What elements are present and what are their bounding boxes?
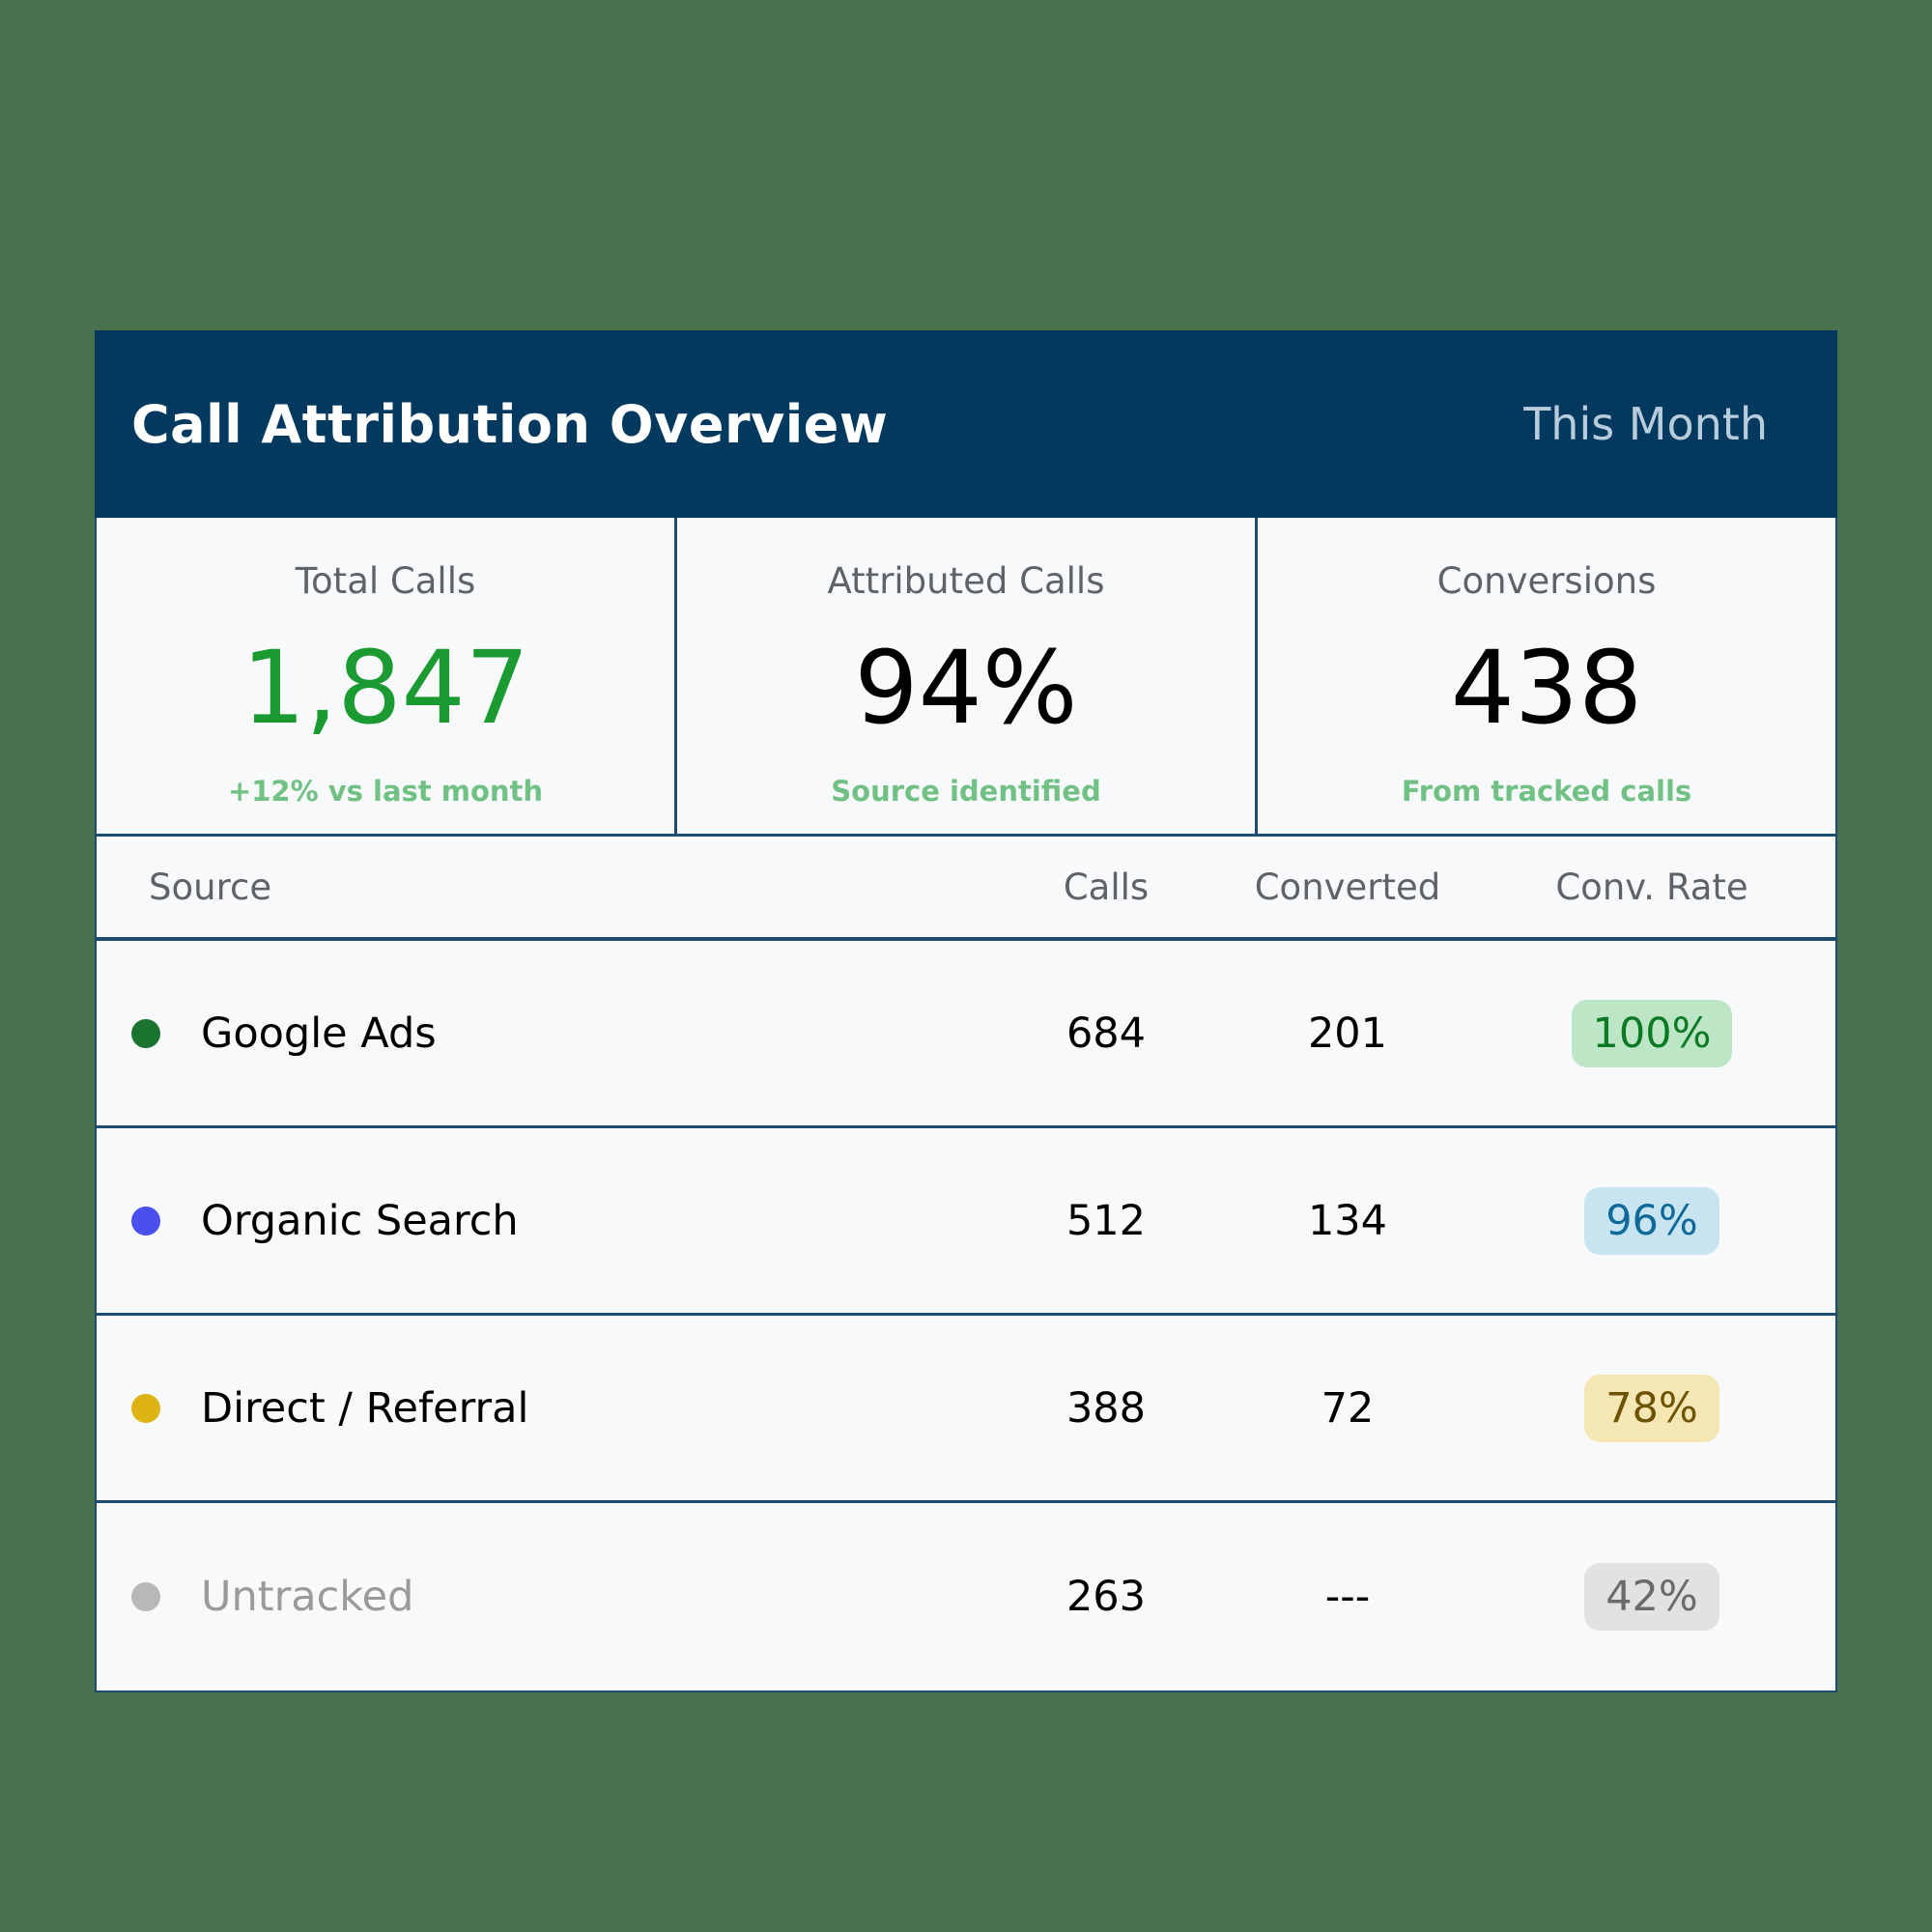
source-dot-icon xyxy=(131,1206,160,1236)
stat-label: Conversions xyxy=(1436,560,1657,602)
stat-value: 1,847 xyxy=(242,629,529,747)
stat-value: 94% xyxy=(854,629,1078,747)
stat-label: Total Calls xyxy=(295,560,476,602)
converted-value: 134 xyxy=(1307,1196,1388,1245)
page-title: Call Attribution Overview xyxy=(131,393,889,455)
table-body: Google Ads 684 201 100% Organic Search 5… xyxy=(97,941,1835,1690)
converted-value: --- xyxy=(1324,1573,1371,1621)
stat-subtext: From tracked calls xyxy=(1401,775,1692,808)
source-name: Organic Search xyxy=(201,1196,519,1245)
stat-total-calls: Total Calls 1,847 +12% vs last month xyxy=(97,518,677,834)
table-row[interactable]: Google Ads 684 201 100% xyxy=(97,941,1835,1128)
calls-value: 684 xyxy=(1065,1009,1147,1058)
calls-value: 263 xyxy=(1065,1573,1147,1621)
call-attribution-card: Call Attribution Overview This Month Tot… xyxy=(95,330,1837,1692)
stat-conversions: Conversions 438 From tracked calls xyxy=(1258,518,1835,834)
source-name: Untracked xyxy=(201,1573,414,1621)
stats-row: Total Calls 1,847 +12% vs last month Att… xyxy=(97,518,1835,837)
conv-rate-badge: 96% xyxy=(1584,1186,1719,1255)
card-header: Call Attribution Overview This Month xyxy=(95,330,1837,518)
table-header: Source Calls Converted Conv. Rate xyxy=(97,837,1835,941)
stat-label: Attributed Calls xyxy=(827,560,1105,602)
stat-attributed-calls: Attributed Calls 94% Source identified xyxy=(677,518,1258,834)
stat-subtext: Source identified xyxy=(831,775,1101,808)
conv-rate-badge: 100% xyxy=(1571,999,1733,1067)
converted-value: 201 xyxy=(1307,1009,1388,1058)
source-name: Google Ads xyxy=(201,1009,437,1058)
conv-rate-badge: 78% xyxy=(1584,1374,1719,1442)
column-header-converted[interactable]: Converted xyxy=(1254,866,1441,908)
source-dot-icon xyxy=(131,1582,160,1611)
source-name: Direct / Referral xyxy=(201,1383,529,1433)
table-row[interactable]: Organic Search 512 134 96% xyxy=(97,1128,1835,1316)
source-dot-icon xyxy=(131,1393,160,1423)
column-header-calls[interactable]: Calls xyxy=(1063,866,1150,908)
column-header-conv-rate[interactable]: Conv. Rate xyxy=(1555,866,1748,908)
calls-value: 388 xyxy=(1065,1383,1147,1433)
converted-value: 72 xyxy=(1321,1383,1375,1433)
conv-rate-badge: 42% xyxy=(1584,1563,1719,1631)
stat-value: 438 xyxy=(1450,629,1643,747)
table-row[interactable]: Direct / Referral 388 72 78% xyxy=(97,1316,1835,1503)
column-header-source[interactable]: Source xyxy=(149,866,272,908)
stat-subtext: +12% vs last month xyxy=(227,775,544,808)
source-dot-icon xyxy=(131,1018,160,1048)
table-row[interactable]: Untracked 263 --- 42% xyxy=(97,1503,1835,1690)
calls-value: 512 xyxy=(1065,1196,1147,1245)
period-selector[interactable]: This Month xyxy=(1523,398,1768,450)
